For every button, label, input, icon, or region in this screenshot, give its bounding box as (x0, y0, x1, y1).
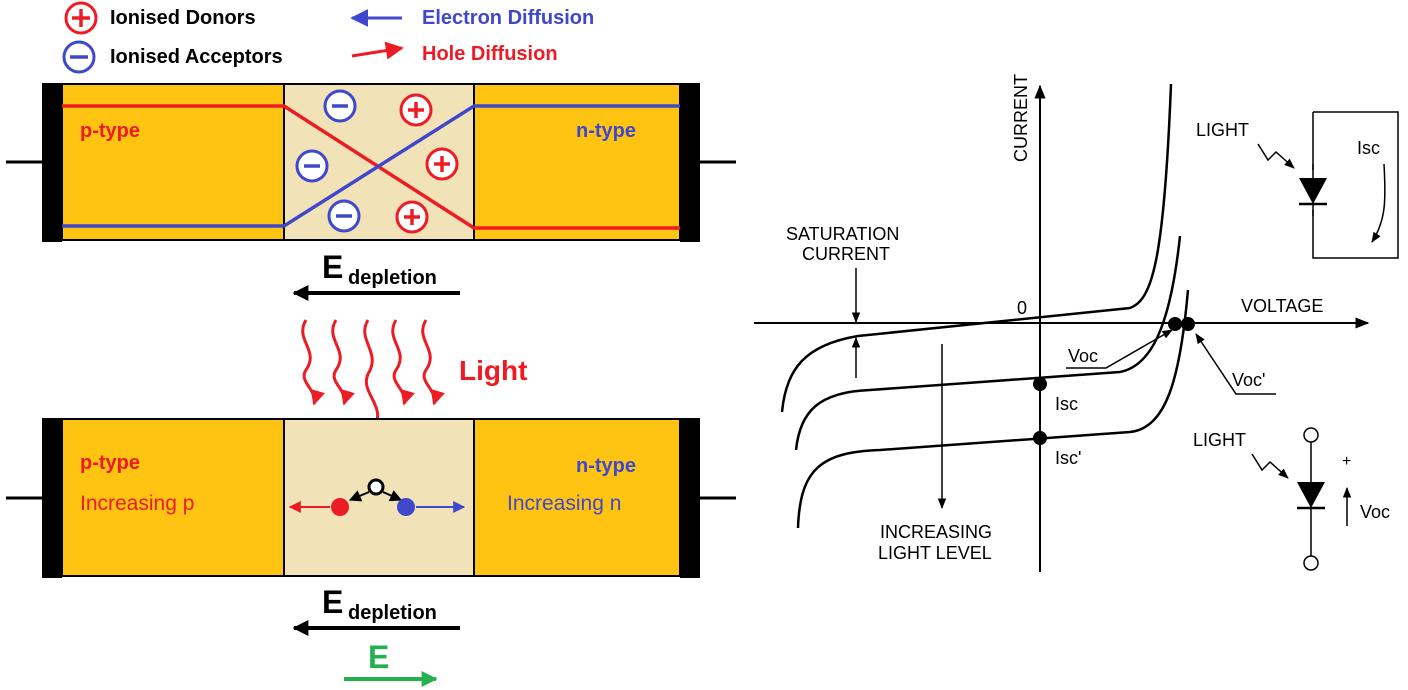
isc-prime-label: Isc' (1055, 448, 1081, 468)
acceptor-ion-icon (327, 199, 361, 233)
electron-band-line (62, 104, 680, 228)
inset-open-circuit: LIGHT + Voc (1193, 427, 1390, 571)
p-type-label: p-type (80, 452, 140, 474)
voc-label: Voc (1068, 346, 1098, 366)
n-type-label: n-type (576, 455, 636, 477)
p-region (61, 418, 285, 577)
inset-top-isc-label: Isc (1357, 138, 1380, 158)
iv-curve-light2 (796, 289, 1190, 529)
voc-prime-label: Voc' (1232, 370, 1265, 390)
light-label: Light (459, 355, 527, 386)
saturation-label-line1: SATURATION (786, 224, 899, 244)
voltage-axis-label: VOLTAGE (1241, 296, 1323, 316)
origin-label: 0 (1017, 298, 1027, 318)
isc-point (1033, 377, 1047, 391)
donor-ion-icon (399, 93, 433, 127)
isc-prime-point (1033, 431, 1047, 445)
field-top-symbol: E (322, 249, 343, 285)
p-type-label: p-type (80, 120, 140, 142)
light-ray-icon (301, 319, 325, 406)
inset-short-circuit: LIGHT Isc (1196, 111, 1399, 259)
acceptor-ion-icon (323, 89, 357, 123)
hole-diffusion-arrow-icon (351, 41, 404, 60)
inset-bottom-voc-label: Voc (1360, 502, 1390, 522)
acceptor-ion-icon (295, 149, 329, 183)
field-bottom-subscript: depletion (348, 602, 437, 624)
iv-curve-dark (780, 83, 1173, 413)
generation-site-icon (367, 478, 385, 496)
increasing-n-label: Increasing n (507, 492, 621, 515)
photo-field-label: E (368, 639, 389, 675)
legend-donors-label: Ionised Donors (110, 7, 256, 29)
n-type-label: n-type (576, 120, 636, 142)
isc-label: Isc (1055, 394, 1078, 414)
acceptor-minus-icon (62, 40, 96, 74)
saturation-label-line2: CURRENT (802, 244, 890, 264)
legend-acceptors-label: Ionised Acceptors (110, 46, 283, 68)
inset-bottom-plus-label: + (1342, 453, 1351, 470)
inset-bottom-terminal-bottom (1303, 555, 1319, 571)
contact-right (680, 83, 700, 242)
junction-top: p-type n-type (6, 83, 736, 242)
inset-top-light-label: LIGHT (1196, 120, 1249, 140)
donor-plus-icon (64, 1, 98, 35)
current-axis-label: CURRENT (1011, 74, 1031, 162)
legend-electron-label: Electron Diffusion (422, 7, 594, 29)
p-region (61, 83, 285, 241)
inset-bottom-diode-icon (1297, 482, 1325, 508)
voc-prime-leader-line (1195, 333, 1276, 395)
iv-curve-light1 (794, 235, 1182, 451)
n-region (473, 418, 681, 577)
field-bottom-symbol: E (322, 584, 343, 620)
junction-bottom: p-type Increasing p n-type Increasing n (6, 418, 736, 578)
hole-particle-icon (331, 498, 349, 516)
light-ray-icon (391, 319, 415, 406)
voc-leader-line (1066, 329, 1173, 369)
electron-particle-icon (397, 498, 415, 516)
contact-left (42, 83, 62, 242)
inset-top-light-ray-icon (1257, 143, 1295, 169)
n-region (473, 83, 681, 241)
increasing-p-label: Increasing p (80, 492, 194, 515)
donor-ion-icon (395, 200, 429, 234)
field-bottom: E depletion (292, 584, 460, 636)
increasing-label-line1: INCREASING (880, 522, 992, 542)
inset-top-diode-icon (1299, 178, 1327, 204)
field-top-subscript: depletion (348, 267, 437, 289)
contact-right (680, 418, 700, 578)
donor-ion-icon (425, 147, 459, 181)
light-rays (301, 319, 445, 460)
legend: Ionised Donors Ionised Acceptors Electro… (62, 1, 594, 74)
legend-hole-label: Hole Diffusion (422, 43, 558, 65)
iv-curve: CURRENT VOLTAGE 0 SATURATION CURRENT Voc… (754, 74, 1399, 572)
inset-bottom-light-ray-icon (1251, 453, 1289, 479)
field-top: E depletion (292, 249, 460, 301)
contact-left (42, 418, 62, 578)
inset-bottom-terminal-top (1303, 427, 1319, 443)
voc-prime-point (1181, 317, 1195, 331)
light-ray-icon (331, 319, 355, 406)
depletion-region (283, 418, 475, 577)
light-ray-icon (421, 319, 445, 406)
inset-top-current-arrow-icon (1371, 163, 1386, 243)
generation-arrow-left-icon (348, 490, 370, 502)
increasing-label-line2: LIGHT LEVEL (878, 543, 992, 563)
inset-bottom-light-label: LIGHT (1193, 430, 1246, 450)
generation-arrow-right-icon (382, 490, 403, 502)
voc-point (1168, 317, 1182, 331)
